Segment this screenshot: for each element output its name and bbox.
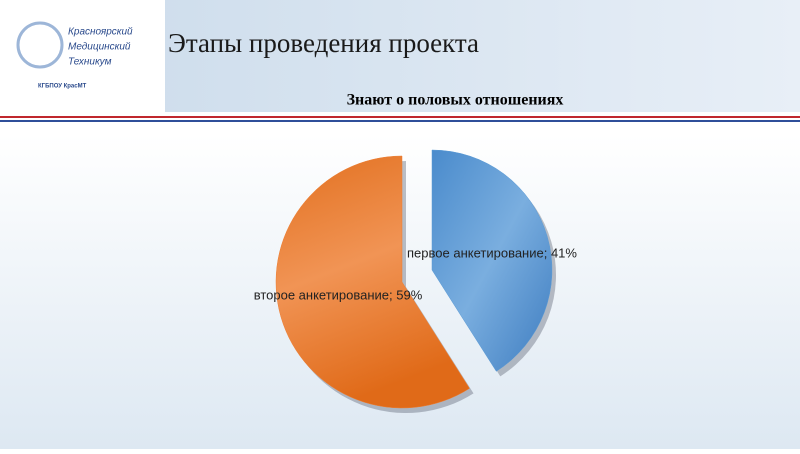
slide-title: Этапы проведения проекта: [168, 28, 479, 58]
logo-caption: КГБПОУ КрасМТ: [38, 84, 87, 90]
logo-emblem: [16, 21, 64, 69]
chart-title: Знают о половых отношениях: [347, 92, 564, 109]
logo-line: Красноярский: [68, 27, 133, 38]
data-label: первое анкетирование; 41%: [407, 245, 577, 260]
data-label: второе анкетирование; 59%: [254, 287, 423, 302]
pie-slice: [431, 149, 553, 372]
pie-slice: [275, 155, 470, 409]
logo-line: Медицинский: [68, 42, 131, 53]
logo-box: [0, 0, 165, 112]
logo-line: Техникум: [68, 57, 112, 68]
